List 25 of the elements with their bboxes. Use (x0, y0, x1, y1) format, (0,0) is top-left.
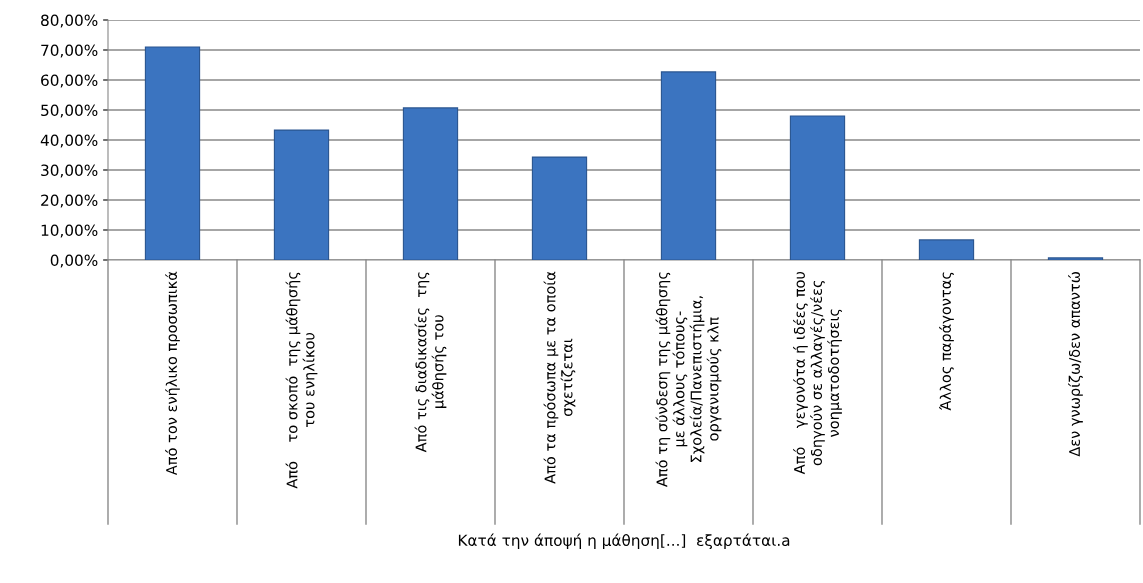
y-tick-label: 10,00% (41, 224, 98, 238)
bar (144, 46, 201, 260)
x-tick-label: Από το σκοπό της μάθησής του ενηλίκου (285, 272, 318, 489)
y-tick-label: 50,00% (41, 104, 98, 118)
x-tick-label: Άλλος παράγοντας (939, 272, 954, 411)
y-tick-label: 20,00% (41, 194, 98, 208)
bar (402, 107, 459, 260)
y-tick-label: 30,00% (41, 164, 98, 178)
x-tick-label: Δεν γνωρίζω/δεν απαντώ (1068, 272, 1083, 457)
bar (273, 129, 330, 260)
y-tick-label: 70,00% (41, 44, 98, 58)
x-tick-label: Από γεγονότα ή ιδέες που οδηγούν σε αλλαγές/νέες νοηματοδοτήσεις (793, 271, 842, 475)
y-tick-label: 80,00% (41, 14, 98, 28)
x-tick-label: Από τις διαδικασίες της μάθησής του (414, 272, 447, 453)
bar (789, 115, 846, 260)
y-tick-label: 0,00% (50, 254, 98, 268)
y-tick-label: 60,00% (41, 74, 98, 88)
bar (1047, 257, 1104, 260)
x-tick-label: Από τον ενήλικο προσωπικά (165, 271, 180, 476)
bar (531, 156, 588, 260)
x-tick-label: Από τα πρόσωπα με τα οποία σχετίζεται (543, 271, 576, 484)
bar (918, 239, 975, 260)
bar (660, 71, 717, 260)
y-tick-label: 40,00% (40, 134, 98, 148)
x-axis-title: Κατά την άποψή η μάθηση[...] εξαρτάται.a (458, 533, 790, 550)
